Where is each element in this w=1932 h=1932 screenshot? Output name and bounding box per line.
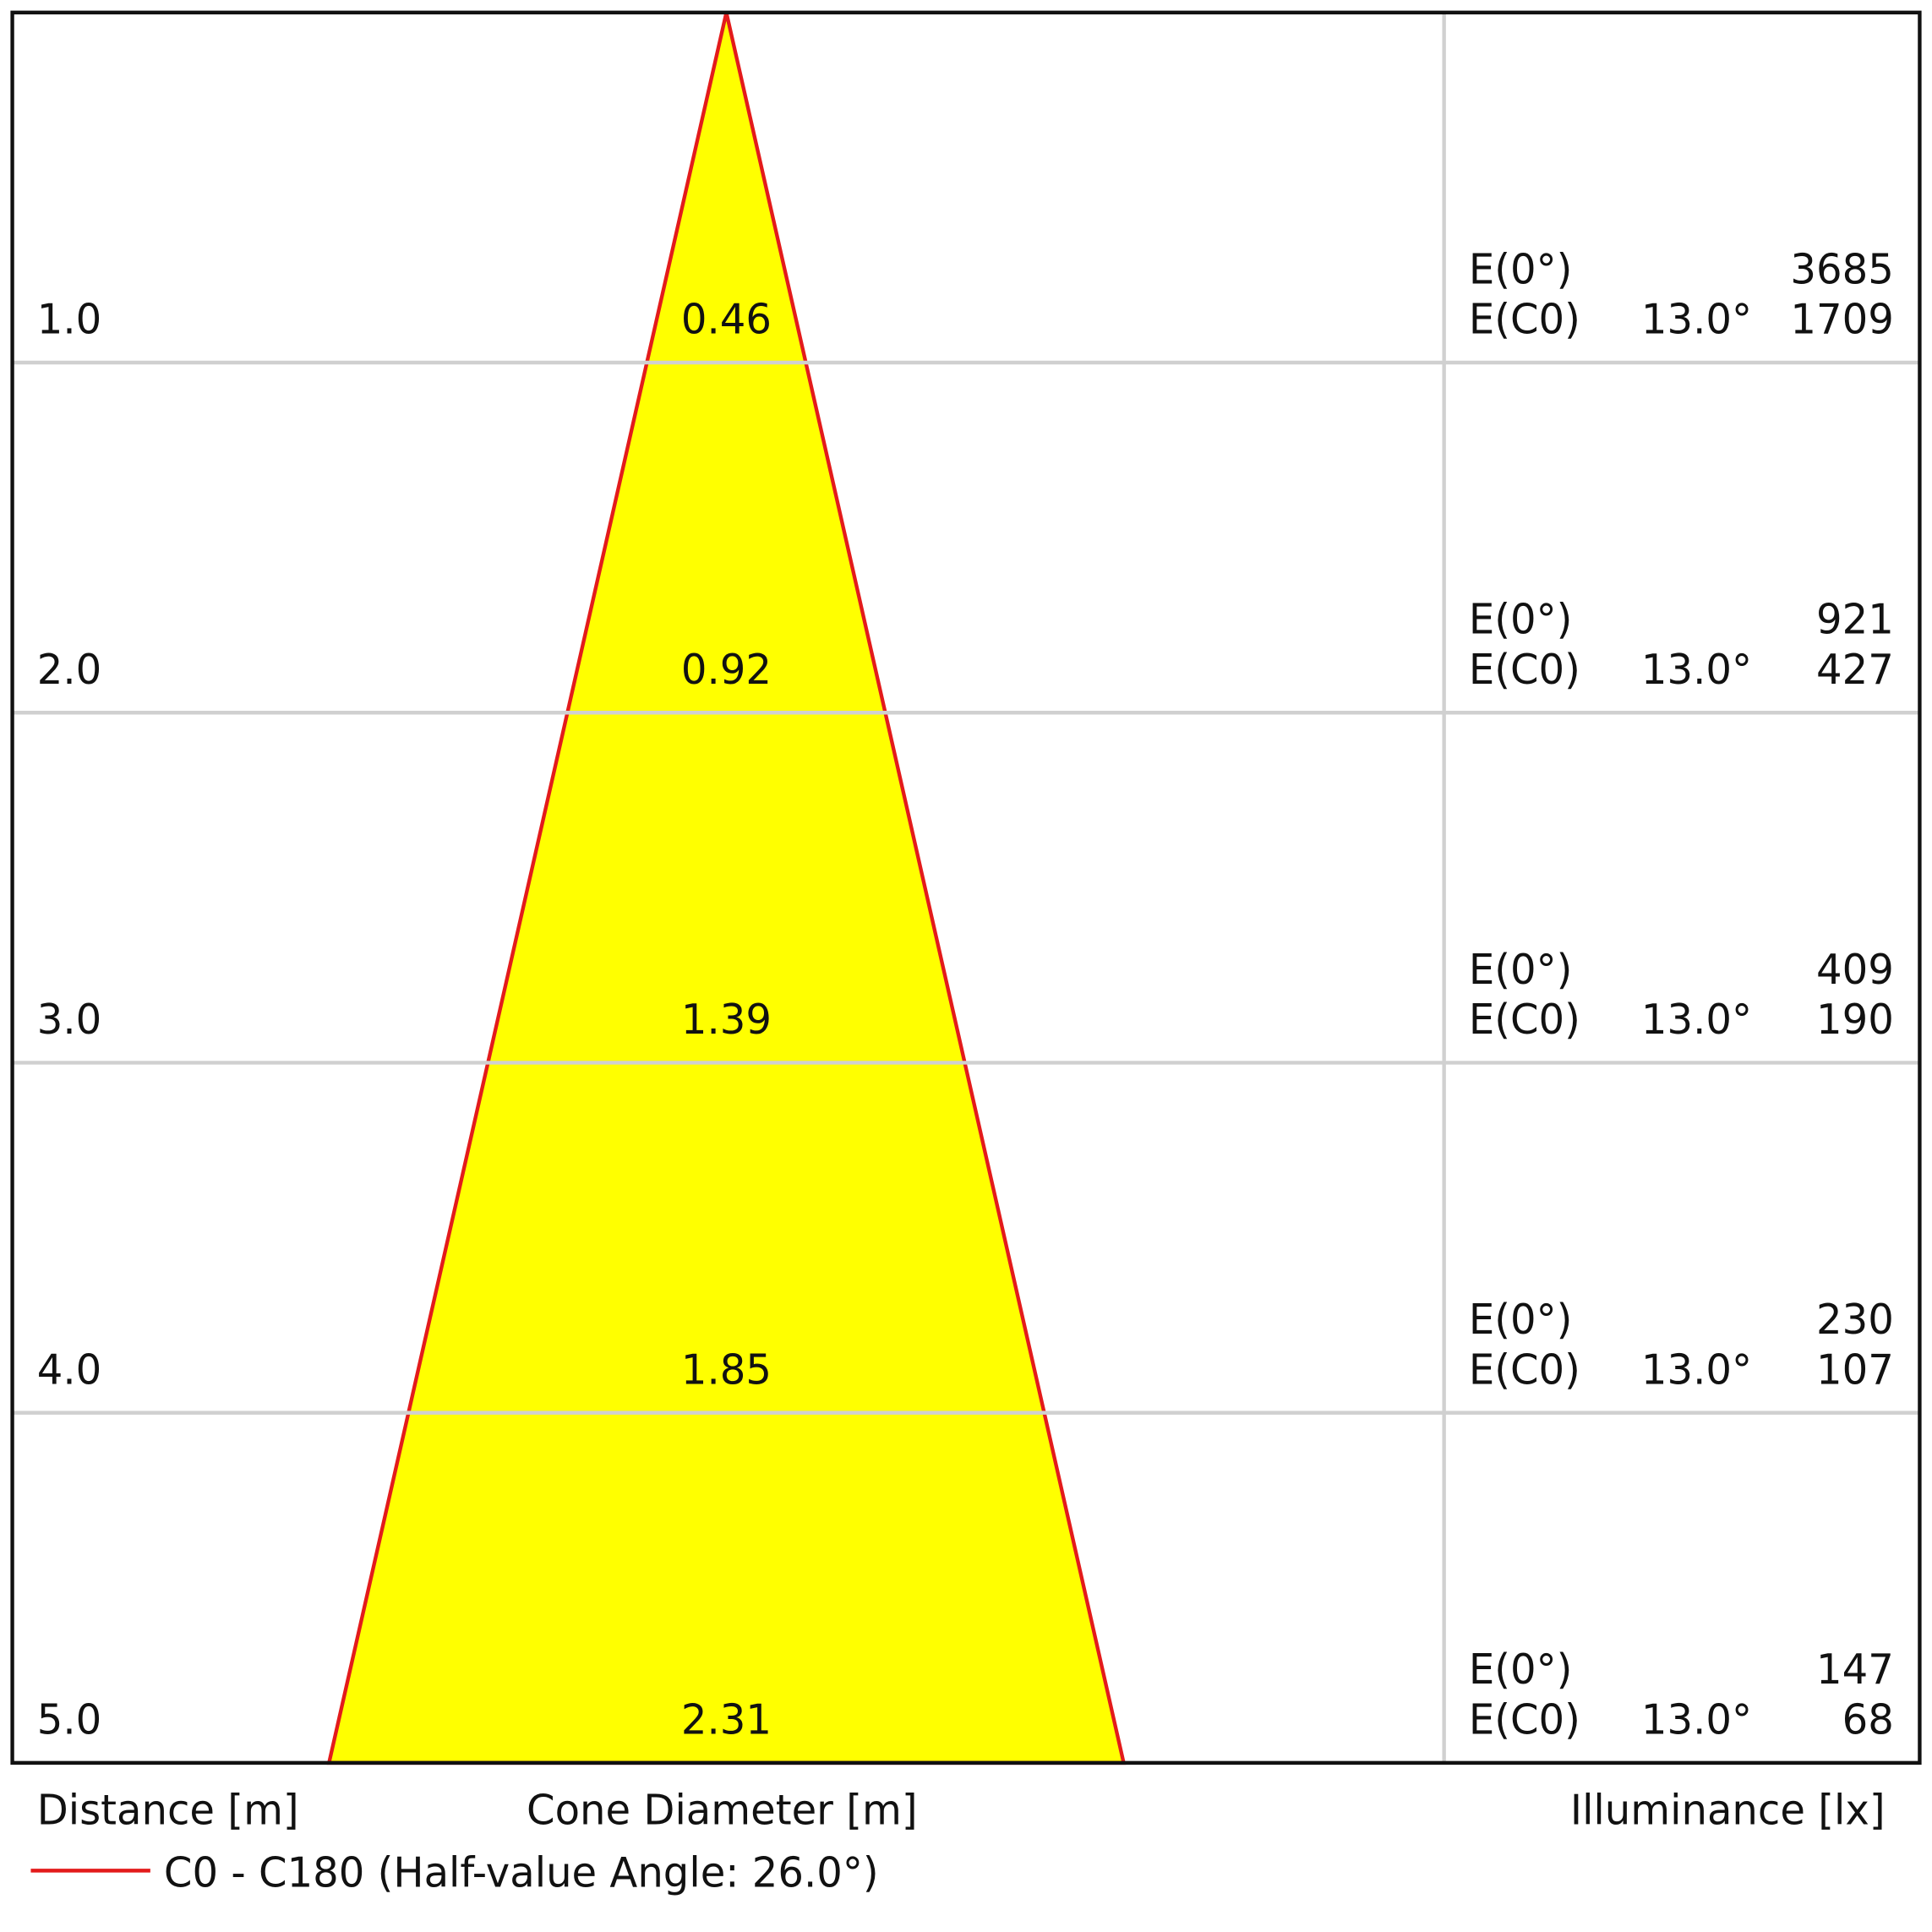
distance-tick-label: 4.0 <box>37 1346 101 1394</box>
distance-tick-label: 1.0 <box>37 296 101 343</box>
ec0-label: E(C0) <box>1469 1696 1580 1744</box>
diameter-value: 0.46 <box>681 296 772 343</box>
ec0-label: E(C0) <box>1469 647 1580 694</box>
distance-label: Distance [m] <box>37 1787 299 1834</box>
distance-tick-label: 5.0 <box>37 1696 101 1744</box>
ec0-label: E(C0) <box>1469 296 1580 343</box>
e0-value: 230 <box>1816 1296 1894 1344</box>
ec0-angle: 13.0° <box>1641 647 1752 694</box>
ec0-value: 68 <box>1842 1696 1894 1744</box>
diameter-value: 1.39 <box>681 996 772 1044</box>
diameter-label: Cone Diameter [m] <box>527 1787 918 1834</box>
illuminance-label: Illuminance [lx] <box>1570 1787 1886 1834</box>
e0-label: E(0°) <box>1469 246 1573 293</box>
ec0-value: 190 <box>1816 996 1894 1044</box>
ec0-angle: 13.0° <box>1641 996 1752 1044</box>
e0-value: 409 <box>1816 946 1894 993</box>
legend-label: C0 - C180 (Half-value Angle: 26.0°) <box>164 1849 879 1897</box>
ec0-value: 107 <box>1816 1346 1894 1394</box>
ec0-angle: 13.0° <box>1641 1346 1752 1394</box>
diameter-value: 2.31 <box>681 1696 772 1744</box>
frame <box>10 10 1922 1766</box>
e0-label: E(0°) <box>1469 1646 1573 1694</box>
e0-value: 921 <box>1816 596 1894 643</box>
e0-label: E(0°) <box>1469 1296 1573 1344</box>
ec0-label: E(C0) <box>1469 1346 1580 1394</box>
ec0-label: E(C0) <box>1469 996 1580 1044</box>
distance-tick-label: 2.0 <box>37 647 101 694</box>
diameter-value: 0.92 <box>681 647 772 694</box>
e0-label: E(0°) <box>1469 946 1573 993</box>
ec0-value: 427 <box>1816 647 1894 694</box>
e0-label: E(0°) <box>1469 596 1573 643</box>
cone <box>326 12 1127 1766</box>
diameter-value: 1.85 <box>681 1346 772 1394</box>
distance-tick-label: 3.0 <box>37 996 101 1044</box>
e0-value: 147 <box>1816 1646 1894 1694</box>
ec0-angle: 13.0° <box>1641 296 1752 343</box>
ec0-angle: 13.0° <box>1641 1696 1752 1744</box>
e0-value: 3685 <box>1790 246 1893 293</box>
ec0-value: 1709 <box>1790 296 1893 343</box>
